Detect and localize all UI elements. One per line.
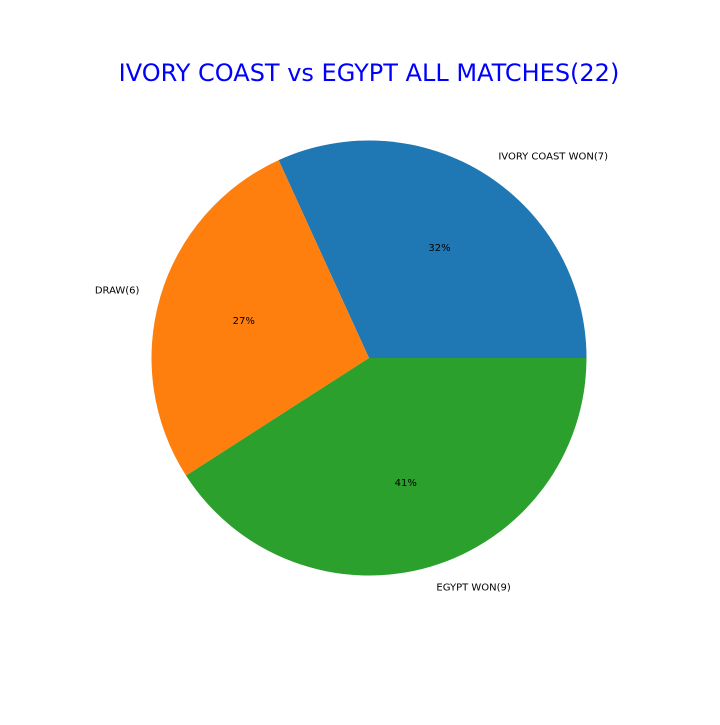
- slice-percent-egypt-won-9: 41%: [395, 478, 417, 489]
- chart-title: IVORY COAST vs EGYPT ALL MATCHES(22): [119, 59, 620, 87]
- pie-slice-draw-6: [151, 160, 369, 476]
- slice-percent-ivory-coast-won-7: 32%: [428, 243, 450, 254]
- slice-label-egypt-won-9: EGYPT WON(9): [436, 583, 510, 594]
- slice-label-ivory-coast-won-7: IVORY COAST WON(7): [498, 152, 608, 163]
- slice-label-draw-6: DRAW(6): [95, 286, 140, 297]
- pie-slices: [151, 140, 587, 576]
- pie-slice-ivory-coast-won-7: [278, 140, 587, 358]
- slice-percent-draw-6: 27%: [233, 316, 255, 327]
- pie-labels: IVORY COAST WON(7) 32% DRAW(6) 27% EGYPT WON…: [95, 152, 608, 594]
- pie-slice-egypt-won-9: [186, 358, 587, 576]
